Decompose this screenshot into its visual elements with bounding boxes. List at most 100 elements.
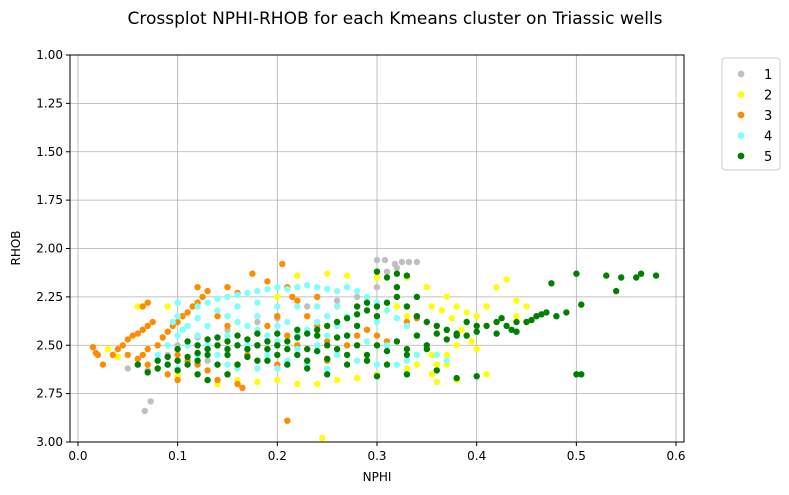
data-point	[324, 365, 331, 372]
data-point	[109, 351, 117, 359]
data-point	[403, 322, 411, 330]
series-5	[134, 268, 660, 384]
data-point	[538, 311, 545, 318]
data-point	[214, 342, 221, 349]
data-point	[443, 326, 450, 333]
data-point	[134, 355, 141, 362]
data-point	[343, 284, 351, 291]
data-point	[548, 280, 555, 287]
data-point	[393, 303, 401, 310]
legend-marker	[737, 91, 745, 98]
data-point	[94, 351, 102, 359]
data-point	[324, 313, 331, 320]
data-point	[363, 351, 371, 359]
data-point	[174, 313, 181, 320]
data-point	[363, 357, 371, 364]
data-point	[264, 351, 271, 359]
data-point	[194, 349, 201, 357]
data-point	[204, 299, 211, 306]
data-point	[264, 338, 271, 345]
data-point	[473, 313, 480, 320]
data-point	[353, 287, 361, 295]
legend: 1 2 3 4 5	[721, 57, 781, 171]
data-point	[373, 313, 381, 320]
data-point	[463, 332, 470, 339]
data-point	[523, 303, 530, 310]
data-point	[224, 338, 231, 345]
data-point	[294, 334, 301, 341]
data-point	[184, 361, 191, 368]
data-point	[134, 303, 141, 310]
data-point	[89, 344, 97, 351]
data-point	[284, 345, 291, 353]
data-point	[319, 434, 326, 442]
data-point	[413, 258, 421, 266]
data-point	[413, 332, 421, 339]
data-point	[483, 371, 490, 378]
data-point	[304, 303, 311, 310]
data-point	[274, 376, 281, 384]
data-point	[393, 338, 401, 345]
data-point	[428, 371, 435, 378]
data-point	[144, 322, 151, 330]
data-point	[144, 369, 151, 376]
data-point	[513, 318, 520, 326]
data-point	[324, 342, 331, 349]
data-point	[383, 347, 391, 355]
data-point	[149, 318, 156, 326]
data-point	[169, 318, 176, 326]
data-point	[204, 287, 211, 295]
x-tick-label: 0.0	[68, 449, 87, 463]
data-point	[204, 345, 211, 353]
data-point	[214, 313, 221, 320]
y-tick-label: 1.75	[36, 193, 63, 207]
data-point	[224, 332, 231, 339]
data-point	[573, 270, 580, 277]
data-point	[373, 274, 381, 281]
data-point	[174, 332, 181, 339]
data-point	[119, 342, 127, 349]
data-point	[503, 276, 510, 283]
data-point	[214, 376, 221, 384]
y-tick-label: 1.00	[36, 48, 63, 62]
data-point	[294, 297, 301, 304]
data-point	[533, 313, 540, 320]
legend-marker	[737, 132, 745, 139]
data-point	[239, 384, 246, 391]
data-point	[473, 328, 480, 335]
data-point	[234, 380, 241, 388]
data-point	[523, 318, 530, 326]
data-point	[164, 342, 171, 349]
data-point	[393, 270, 401, 277]
data-point	[254, 299, 261, 306]
data-point	[314, 284, 321, 291]
data-point	[403, 313, 411, 320]
data-point	[224, 322, 231, 330]
data-point	[433, 330, 440, 337]
data-point	[204, 357, 211, 364]
data-point	[393, 293, 401, 301]
data-point	[154, 357, 161, 364]
data-point	[423, 284, 430, 291]
y-axis-ticks: 1.00 1.25 1.50 1.75 2.00 2.25 2.50 2.75 3.00	[36, 48, 70, 449]
x-tick-label: 0.4	[467, 449, 486, 463]
data-point	[343, 351, 351, 359]
data-point	[373, 284, 381, 291]
data-point	[194, 315, 201, 322]
data-point	[304, 345, 311, 353]
data-point	[383, 299, 391, 306]
legend-entry: 5	[764, 150, 772, 165]
data-point	[184, 338, 191, 345]
data-point	[314, 347, 321, 355]
data-point	[473, 322, 480, 330]
data-point	[314, 380, 321, 388]
data-point	[398, 258, 406, 266]
data-point	[433, 378, 440, 386]
data-point	[438, 307, 445, 314]
x-tick-label: 0.1	[168, 449, 187, 463]
data-point	[284, 417, 291, 424]
data-point	[324, 270, 331, 277]
x-axis-label: NPHI	[363, 470, 392, 484]
data-point	[164, 328, 171, 335]
data-point	[403, 371, 411, 378]
